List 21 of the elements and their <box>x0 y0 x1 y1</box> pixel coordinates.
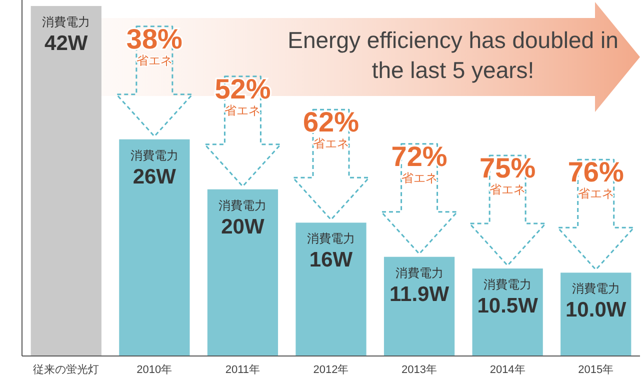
annotation: Energy efficiency has doubled in the last 5 years! <box>288 27 618 83</box>
annotation: 62% 省エネ <box>302 106 360 151</box>
annotation: 76% 省エネ <box>568 156 624 201</box>
annotation: 72% 省エネ <box>391 140 448 185</box>
x-tick-label: 従来の蛍光灯 <box>33 363 100 376</box>
data-label: 消費電力 16W <box>307 232 355 272</box>
annotation: 52% 省エネ <box>214 73 271 118</box>
x-tick-label: 2014年 <box>490 364 526 376</box>
x-tick-label: 2013年 <box>402 364 438 376</box>
x-tick-label: 2010年 <box>136 364 172 376</box>
annotation: 75% 省エネ <box>480 152 536 196</box>
data-label: 消費電力 10.5W <box>477 278 538 318</box>
data-label: 消費電力 11.9W <box>390 266 450 306</box>
data-label: 消費電力 26W <box>130 148 178 188</box>
x-tick-label: 2011年 <box>225 364 260 376</box>
data-label: 消費電力 10.0W <box>566 282 626 322</box>
annotation: 38% 省エネ <box>126 23 183 68</box>
x-tick-label: 2015年 <box>578 364 614 376</box>
x-tick-label: 2012年 <box>313 364 349 376</box>
data-label: 消費電力 42W <box>42 15 90 55</box>
data-label: 消費電力 20W <box>218 198 267 238</box>
